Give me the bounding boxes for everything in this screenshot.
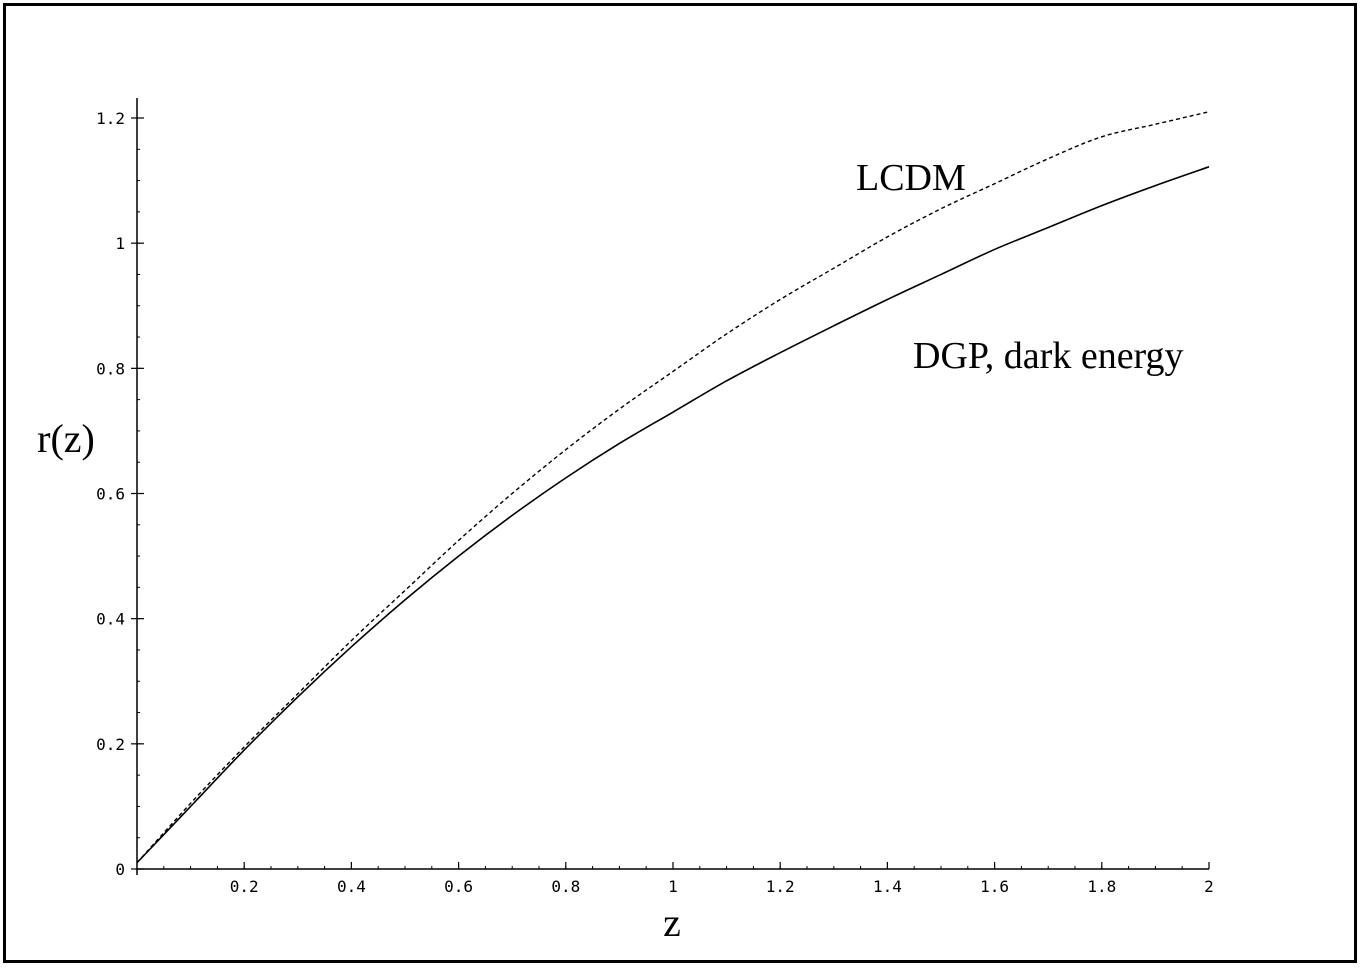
lcdm-annotation: LCDM: [856, 157, 966, 199]
x-tick-label: 0.6: [444, 877, 473, 896]
major-ticks: [131, 117, 1210, 870]
x-tick-label: 2: [1204, 877, 1214, 896]
line-chart: 0.2 0.4 0.6 0.8 1 1.2 1.4 1.6 1.8 2 0 0.2 0.4 0.6 0.8…: [37, 98, 1214, 945]
y-tick-label: 0.6: [96, 485, 125, 504]
x-tick-label: 1.8: [1087, 877, 1116, 896]
dgp-annotation: DGP, dark energy: [913, 335, 1184, 377]
x-tick-label: 0.4: [337, 877, 366, 896]
y-tick-label: 0: [115, 860, 125, 879]
lcdm-series-line: [136, 111, 1210, 864]
y-tick-label: 0.8: [96, 359, 125, 378]
series-layer: [136, 111, 1210, 864]
y-tick-label: 1.2: [96, 109, 125, 128]
y-tick-label: 0.2: [96, 735, 125, 754]
y-tick-label: 1: [115, 234, 125, 253]
x-tick-labels: 0.2 0.4 0.6 0.8 1 1.2 1.4 1.6 1.8 2: [230, 877, 1214, 896]
y-axis-title: r(z): [37, 416, 95, 461]
x-tick-label: 1.6: [980, 877, 1009, 896]
x-tick-label: 0.2: [230, 877, 259, 896]
y-tick-labels: 0 0.2 0.4 0.6 0.8 1 1.2: [96, 109, 125, 879]
x-tick-label: 1: [668, 877, 678, 896]
x-axis-title: z: [663, 900, 681, 945]
x-tick-label: 0.8: [551, 877, 580, 896]
x-tick-label: 1.4: [873, 877, 902, 896]
x-tick-label: 1.2: [766, 877, 795, 896]
minor-ticks: [137, 117, 1210, 869]
dgp-series-line: [136, 166, 1210, 864]
y-tick-label: 0.4: [96, 610, 125, 629]
figure-frame: 0.2 0.4 0.6 0.8 1 1.2 1.4 1.6 1.8 2 0 0.2 0.4 0.6 0.8…: [3, 3, 1357, 963]
